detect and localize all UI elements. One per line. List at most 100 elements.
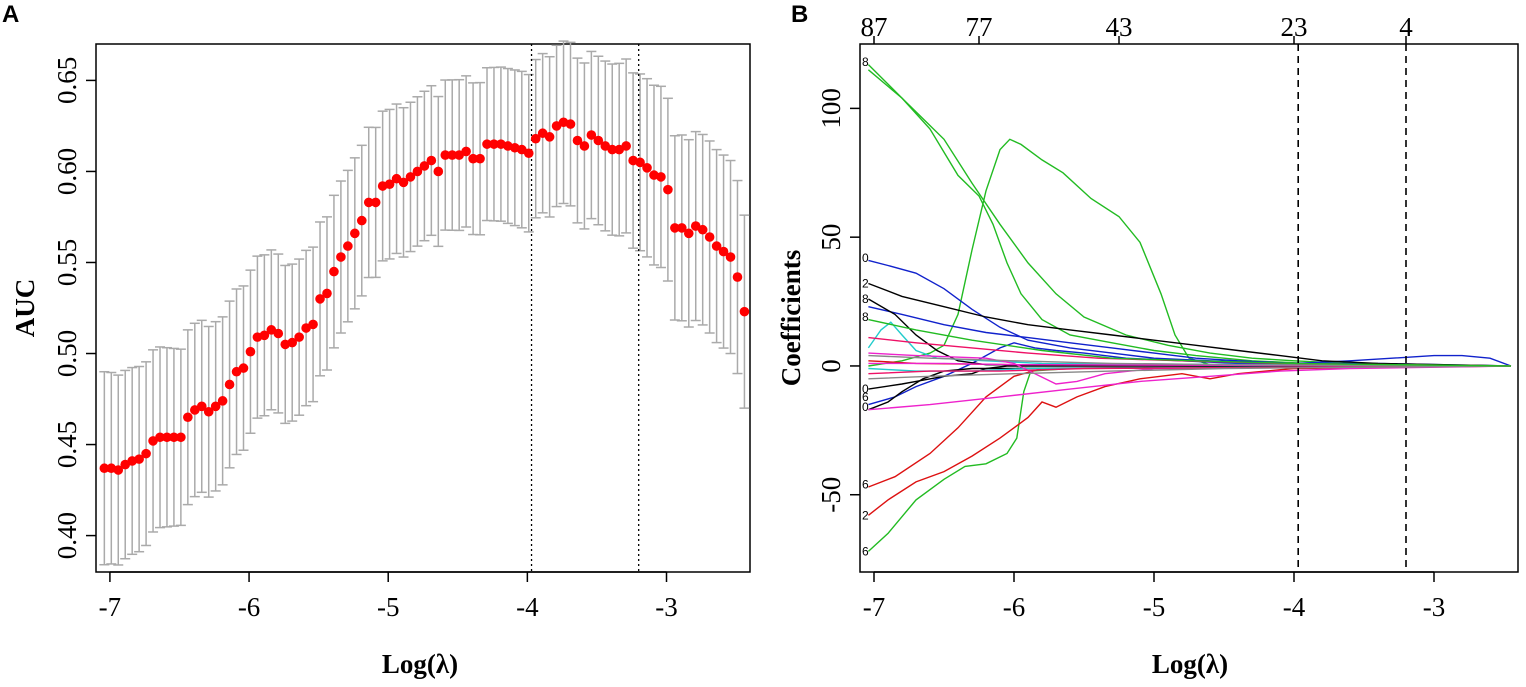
auc-point [155, 432, 165, 443]
path-label: 2 [862, 277, 869, 291]
auc-point [412, 166, 423, 177]
auc-point [607, 144, 618, 155]
reference-lines [530, 44, 640, 572]
coefficient-path [868, 298, 1512, 367]
reference-lines [1297, 44, 1407, 572]
auc-point [732, 272, 743, 282]
auc-point [683, 228, 694, 239]
auc-point [398, 177, 409, 188]
path-label: 6 [862, 390, 869, 404]
coefficient-path [868, 365, 1512, 411]
auc-point [426, 155, 437, 166]
auc-point [308, 319, 318, 330]
auc-point [572, 135, 583, 146]
auc-point [489, 139, 499, 149]
y-axis: 0.40 0.45 0.50 0.55 0.60 0.65 [52, 57, 96, 559]
auc-point [384, 179, 395, 189]
path-label: 2 [862, 508, 869, 522]
path-label: 8 [862, 55, 869, 69]
auc-point [530, 133, 541, 144]
auc-point [468, 153, 478, 164]
x-tick-label: -3 [655, 592, 678, 622]
auc-point [329, 266, 339, 277]
top-tick-label: 4 [1399, 12, 1413, 42]
auc-point [461, 146, 471, 157]
y-tick-label: 0.60 [52, 148, 82, 195]
y-tick-label: 0.40 [52, 512, 82, 559]
auc-point [635, 157, 645, 168]
auc-points [99, 117, 750, 475]
coefficient-path [868, 138, 1512, 367]
path-label: 0 [862, 382, 869, 396]
x-axis-title: Log(λ) [382, 649, 458, 679]
x-tick-label: -4 [1283, 592, 1306, 622]
auc-point [162, 432, 172, 443]
auc-point [294, 332, 304, 342]
auc-panel: -7 -6 -5 -4 -3 0.40 0.45 0.50 0.55 0.60 0.65 Log(… [10, 40, 751, 679]
auc-point [336, 252, 346, 262]
auc-point [245, 346, 256, 357]
coefficient-path [868, 365, 1512, 375]
x-axis: -7 -6 -5 -4 -3 [863, 571, 1445, 622]
auc-point [350, 228, 360, 239]
auc-point [704, 232, 715, 242]
x-tick-label: -5 [1143, 592, 1166, 622]
auc-point [210, 401, 221, 412]
auc-point [370, 197, 381, 208]
coefficient-path [867, 365, 1512, 552]
auc-point [677, 223, 687, 233]
auc-point [169, 432, 179, 443]
x-tick-label: -7 [863, 592, 886, 622]
y-tick-label: 100 [816, 88, 846, 129]
auc-point [656, 172, 666, 182]
auc-point [419, 161, 430, 171]
coefficient-path [867, 321, 1512, 367]
auc-point [363, 197, 374, 208]
x-tick-label: -7 [99, 592, 122, 622]
auc-point [739, 306, 750, 317]
y-tick-label: 0 [816, 359, 846, 373]
auc-point [356, 215, 367, 226]
auc-point [113, 465, 124, 475]
auc-point [621, 141, 631, 151]
coefficient-path [868, 318, 1512, 367]
auc-point [134, 454, 144, 464]
path-label: 6 [862, 477, 869, 491]
coefficient-path [868, 365, 1512, 488]
x-tick-label: -4 [516, 592, 539, 622]
auc-point [440, 150, 451, 160]
auc-point [579, 141, 590, 151]
coefficient-path [868, 306, 1512, 367]
auc-point [670, 223, 680, 233]
panel-letter-a: A [2, 1, 19, 28]
auc-point [642, 163, 652, 173]
panel-letter-b: B [791, 1, 808, 28]
auc-point [663, 184, 673, 195]
y-tick-label: -50 [816, 477, 846, 513]
x-axis: -7 -6 -5 -4 -3 [99, 571, 678, 622]
x-axis-title: Log(λ) [1152, 649, 1228, 679]
auc-point [176, 432, 186, 443]
y-axis-title: Coefficients [776, 250, 806, 386]
top-tick-label: 77 [966, 12, 993, 42]
auc-point [405, 172, 416, 182]
auc-point [718, 246, 729, 257]
auc-point [183, 412, 193, 423]
auc-point [259, 330, 270, 341]
coefficient-paths [867, 64, 1512, 552]
top-tick-label: 43 [1106, 12, 1133, 42]
auc-point [273, 328, 284, 339]
y-tick-label: 0.50 [52, 330, 82, 377]
auc-point [433, 166, 444, 177]
auc-point [475, 153, 485, 164]
path-label: 8 [862, 310, 869, 324]
auc-point [523, 148, 534, 159]
auc-point [238, 363, 249, 373]
auc-point [224, 379, 235, 390]
auc-point [99, 463, 110, 474]
path-label: 8 [862, 292, 869, 306]
errorbars [99, 40, 750, 566]
